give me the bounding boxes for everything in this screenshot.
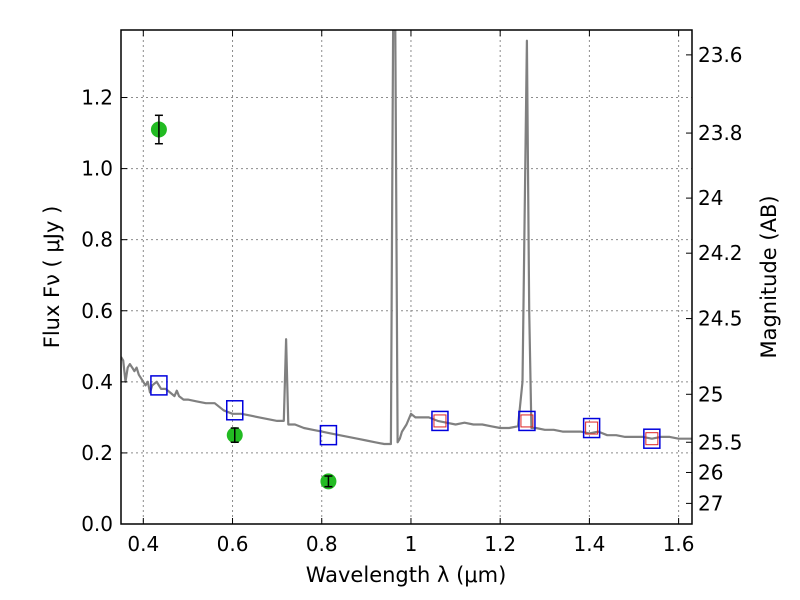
model-square-marker	[150, 375, 168, 396]
model-inner-marker	[520, 414, 534, 428]
model-inner-marker	[645, 432, 659, 446]
model-square-marker	[582, 417, 601, 439]
x-axis-title: Wavelength λ (μm)	[306, 563, 507, 587]
x-tick-label: 1.4	[573, 532, 605, 556]
y-tick-label: 1.2	[81, 86, 113, 110]
axis-ticks: 0.4 0.6 0.8 1 1.2 1.4 1.6 0.0 0.2 0.4 0.6 0.8 1.0 1.2…	[81, 30, 743, 556]
x-tick-label: 1.2	[484, 532, 516, 556]
y-axis-title: Flux Fν ( μJy )	[40, 206, 64, 349]
y-tick-label: 0.8	[81, 228, 113, 252]
data-layer	[121, 30, 692, 490]
right-tick-label: 25	[698, 382, 723, 406]
y-tick-label: 0.4	[81, 370, 113, 394]
right-tick-label: 23.8	[698, 121, 743, 145]
model-inner-marker	[585, 421, 599, 435]
y-tick-label: 0.0	[81, 512, 113, 536]
x-tick-label: 0.6	[217, 532, 249, 556]
right-tick-label: 24.5	[698, 307, 743, 331]
y-tick-label: 1.0	[81, 157, 113, 181]
right-axis-title: Magnitude (AB)	[757, 195, 781, 358]
y-tick-label: 0.6	[81, 299, 113, 323]
model-square-marker	[431, 410, 449, 432]
right-tick-label: 26	[698, 460, 723, 484]
spectrum-line	[121, 30, 692, 446]
model-square-marker	[518, 410, 536, 432]
model-inner-marker	[433, 414, 447, 428]
x-tick-label: 1.6	[663, 532, 695, 556]
x-tick-label: 1	[405, 532, 418, 556]
right-tick-label: 23.6	[698, 43, 743, 67]
right-tick-label: 24	[698, 186, 723, 210]
x-tick-label: 0.8	[306, 532, 338, 556]
model-square-marker	[643, 428, 661, 449]
model-square-marker	[319, 424, 338, 446]
y-tick-label: 0.2	[81, 441, 113, 465]
model-square-marker	[226, 400, 244, 421]
right-tick-label: 27	[698, 491, 723, 515]
x-tick-label: 0.4	[127, 532, 159, 556]
plot-frame	[120, 29, 693, 525]
right-tick-label: 25.5	[698, 430, 743, 454]
right-tick-label: 24.2	[698, 241, 743, 265]
